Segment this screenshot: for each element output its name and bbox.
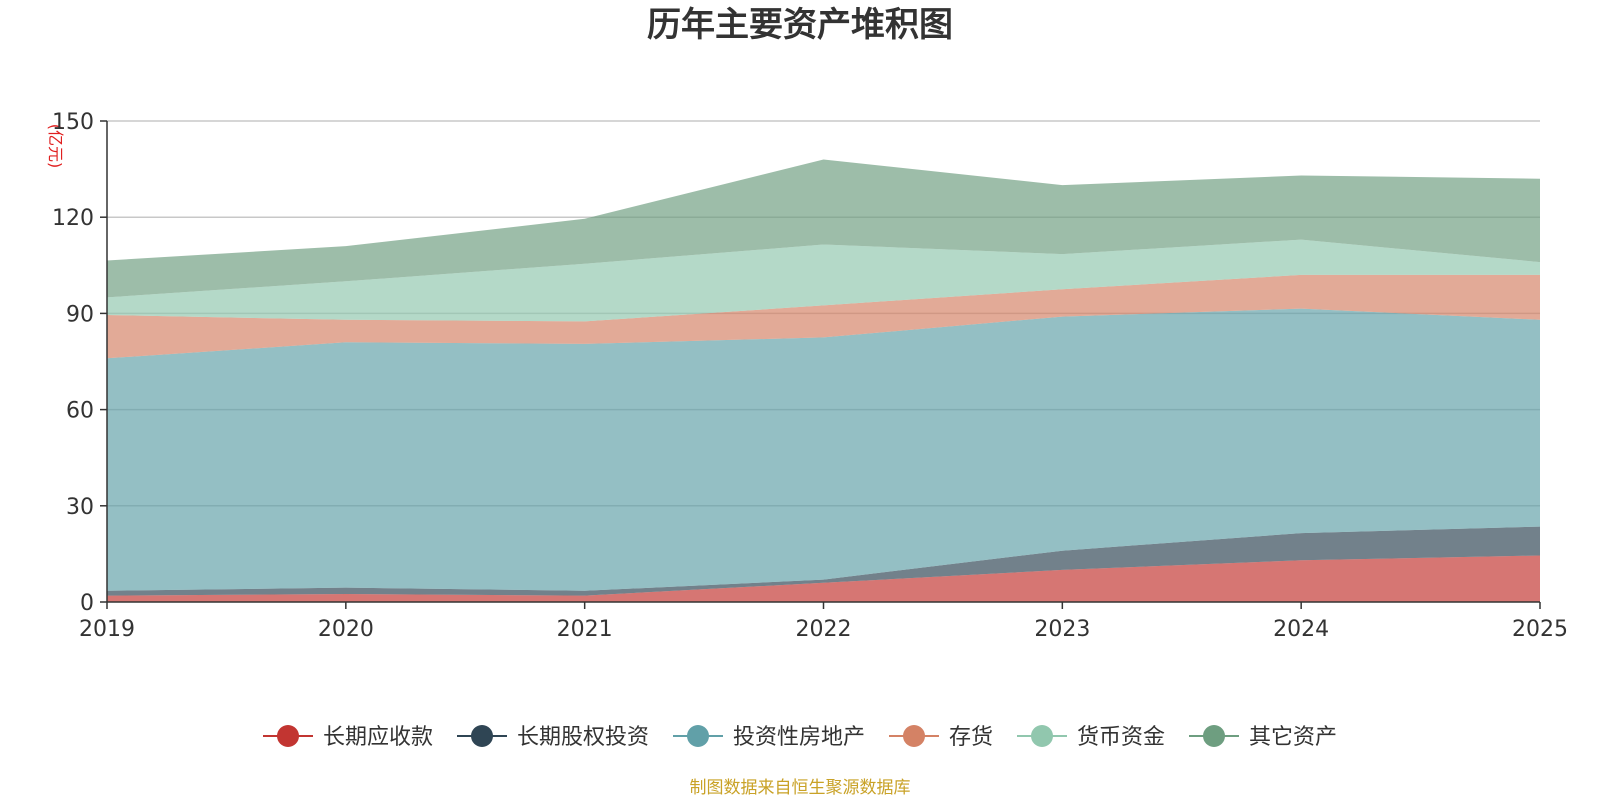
legend-item-0: 长期应收款 xyxy=(263,725,433,750)
legend-label-0: 长期应收款 xyxy=(323,725,433,750)
legend-item-4: 货币资金 xyxy=(1017,725,1165,750)
legend-label-5: 其它资产 xyxy=(1249,725,1337,750)
legend-marker-5 xyxy=(1203,725,1225,747)
area-series-1 xyxy=(107,526,1540,596)
y-axis-unit-label: (亿元) xyxy=(46,124,65,169)
y-tick-label-30: 30 xyxy=(66,495,94,520)
area-series-4 xyxy=(107,239,1540,322)
y-tick-label-60: 60 xyxy=(66,399,94,424)
legend-marker-4 xyxy=(1031,725,1053,747)
area-series-0 xyxy=(107,555,1540,602)
y-tick-label-90: 90 xyxy=(66,302,94,327)
area-series-2 xyxy=(107,308,1540,591)
legend-item-1: 长期股权投资 xyxy=(457,725,649,750)
legend-marker-1 xyxy=(471,725,493,747)
axes: 0 30 60 90 120 150 2019 2020 2021 2022 2023 2024 202… xyxy=(52,110,1568,642)
legend-marker-3 xyxy=(903,725,925,747)
legend-marker-2 xyxy=(687,725,709,747)
area-series-5 xyxy=(107,159,1540,298)
x-tick-label-2020: 2020 xyxy=(318,617,374,642)
legend-item-5: 其它资产 xyxy=(1189,725,1337,750)
legend: 长期应收款 长期股权投资 投资性房地产 存货 货币资金 其它资产 xyxy=(263,725,1337,750)
chart-title: 历年主要资产堆积图 xyxy=(647,5,953,45)
x-tick-label-2023: 2023 xyxy=(1034,617,1090,642)
legend-label-1: 长期股权投资 xyxy=(517,725,649,750)
x-tick-label-2025: 2025 xyxy=(1512,617,1568,642)
legend-label-2: 投资性房地产 xyxy=(733,725,865,750)
x-tick-label-2021: 2021 xyxy=(557,617,613,642)
area-series-3 xyxy=(107,274,1540,359)
y-tick-label-150: 150 xyxy=(52,110,94,135)
legend-item-3: 存货 xyxy=(889,725,993,750)
y-tick-label-0: 0 xyxy=(80,591,94,616)
legend-marker-0 xyxy=(277,725,299,747)
legend-item-2: 投资性房地产 xyxy=(673,725,865,750)
area-series xyxy=(107,159,1540,602)
x-tick-label-2024: 2024 xyxy=(1273,617,1329,642)
x-tick-label-2019: 2019 xyxy=(79,617,135,642)
x-tick-label-2022: 2022 xyxy=(796,617,852,642)
y-tick-label-120: 120 xyxy=(52,206,94,231)
data-source-note: 制图数据来自恒生聚源数据库 xyxy=(690,778,911,798)
legend-label-4: 货币资金 xyxy=(1077,725,1165,750)
legend-label-3: 存货 xyxy=(949,725,993,750)
